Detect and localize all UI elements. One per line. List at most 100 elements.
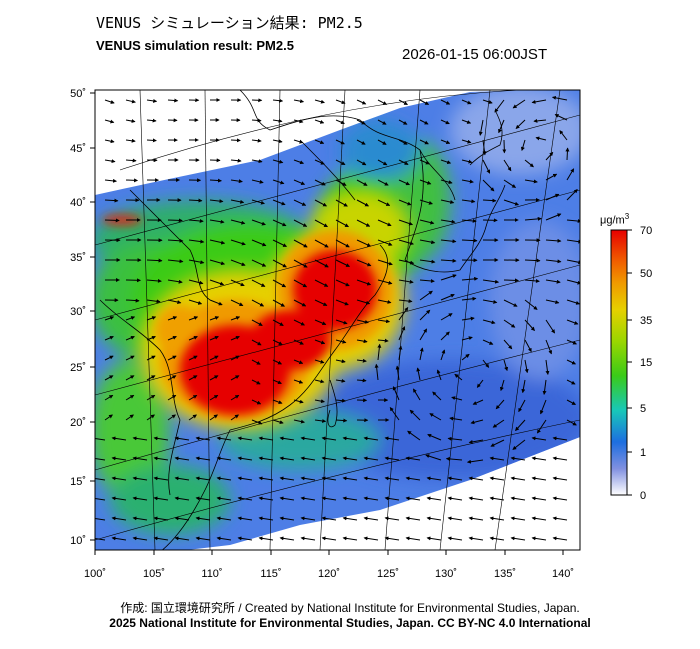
wind-arrow	[440, 274, 457, 281]
wind-arrow	[314, 119, 325, 124]
wind-arrow	[146, 316, 157, 321]
wind-arrow	[251, 179, 264, 184]
wind-arrow	[461, 296, 477, 301]
wind-arrow	[440, 159, 452, 165]
wind-arrow	[237, 516, 253, 521]
wind-arrow	[398, 326, 406, 341]
wind-arrow	[566, 379, 576, 385]
wind-arrow	[384, 456, 400, 461]
wind-arrow	[293, 299, 307, 307]
wind-arrow	[447, 536, 463, 541]
wind-arrow	[314, 239, 329, 248]
wind-arrow	[436, 369, 442, 381]
lon-tick-label: 120˚	[318, 568, 340, 580]
wind-arrow	[398, 199, 412, 206]
wind-arrow	[230, 375, 240, 381]
wind-arrow	[461, 218, 477, 223]
wind-arrow	[419, 159, 430, 165]
wind-arrow	[104, 375, 114, 381]
wind-arrow	[132, 536, 148, 541]
wind-arrow	[335, 99, 346, 105]
wind-arrow	[335, 219, 349, 228]
wind-arrow	[258, 516, 274, 521]
wind-arrow	[125, 414, 134, 421]
wind-arrow	[498, 119, 505, 134]
wind-arrow	[111, 516, 127, 521]
wind-arrow	[188, 316, 199, 321]
wind-arrow	[314, 99, 325, 104]
wind-arrow	[335, 339, 347, 344]
wind-arrow	[461, 316, 475, 321]
wind-arrow	[293, 279, 308, 288]
wind-arrow	[251, 279, 266, 287]
wind-arrow	[321, 536, 337, 541]
wind-arrow	[314, 319, 327, 326]
wind-arrow	[104, 119, 115, 124]
lat-tick-label: 15˚	[70, 476, 86, 488]
wind-arrow	[468, 496, 484, 501]
wind-arrow	[335, 359, 346, 364]
wind-arrow	[314, 279, 329, 287]
wind-arrow	[153, 456, 169, 461]
wind-arrow	[461, 179, 474, 184]
wind-arrow	[251, 138, 262, 143]
wind-arrow	[314, 159, 325, 165]
wind-arrow	[398, 306, 409, 321]
wind-arrow	[111, 476, 127, 481]
wind-arrow	[209, 375, 219, 381]
wind-arrow	[188, 414, 197, 421]
wind-arrow	[398, 259, 415, 265]
title-japanese: VENUS シミュレーション結果: PM2.5	[96, 14, 363, 32]
wind-arrow	[440, 331, 450, 341]
wind-arrow	[104, 218, 120, 223]
wind-arrow	[552, 496, 568, 501]
wind-arrow	[272, 379, 282, 385]
wind-arrow	[174, 496, 190, 501]
wind-arrow	[251, 379, 261, 385]
wind-arrow	[237, 436, 253, 441]
wind-arrow	[237, 496, 253, 501]
wind-arrow	[251, 159, 263, 164]
wind-arrow	[531, 99, 547, 104]
wind-arrow	[545, 238, 562, 243]
axis-ticks: 100˚ 105˚ 110˚ 115˚ 120˚ 125˚ 130˚ 135˚ 140˚ 10˚ 1…	[70, 88, 574, 580]
colorbar-ticks: 70 50 35 15 5 1 0	[627, 225, 652, 502]
wind-arrow	[230, 394, 240, 401]
wind-arrow	[104, 178, 117, 183]
wind-arrow	[419, 139, 429, 145]
wind-arrow	[230, 316, 241, 321]
wind-arrow	[468, 536, 484, 541]
wind-arrow	[95, 537, 106, 541]
wind-arrow	[510, 456, 526, 461]
wind-arrow	[146, 118, 157, 123]
wind-arrow	[432, 391, 442, 401]
wind-arrow	[384, 496, 400, 501]
wind-arrow	[188, 299, 203, 305]
wind-arrow	[209, 335, 219, 341]
wind-arrow	[468, 439, 484, 444]
wind-arrow	[545, 173, 558, 181]
wind-arrow	[251, 339, 262, 346]
wind-arrow	[209, 199, 224, 204]
wind-arrow	[524, 339, 532, 353]
wind-arrow	[429, 413, 442, 421]
wind-arrow	[125, 99, 136, 104]
colorbar-tick-label: 50	[640, 268, 652, 280]
wind-arrow	[104, 316, 115, 321]
wind-arrow	[279, 536, 295, 541]
wind-arrow	[209, 239, 226, 245]
wind-arrow	[356, 159, 367, 166]
wind-arrow	[104, 414, 113, 421]
wind-arrow	[377, 139, 387, 145]
wind-arrow	[272, 259, 287, 268]
colorbar-tick-label: 70	[640, 225, 652, 237]
wind-arrow	[293, 219, 308, 227]
wind-arrow	[447, 436, 463, 441]
wind-arrow	[482, 359, 490, 368]
wind-arrow	[377, 279, 393, 285]
wind-arrow	[95, 477, 106, 481]
wind-arrow	[533, 118, 547, 123]
wind-arrow	[314, 299, 328, 306]
wind-arrow	[272, 319, 284, 326]
wind-arrow	[188, 259, 205, 265]
